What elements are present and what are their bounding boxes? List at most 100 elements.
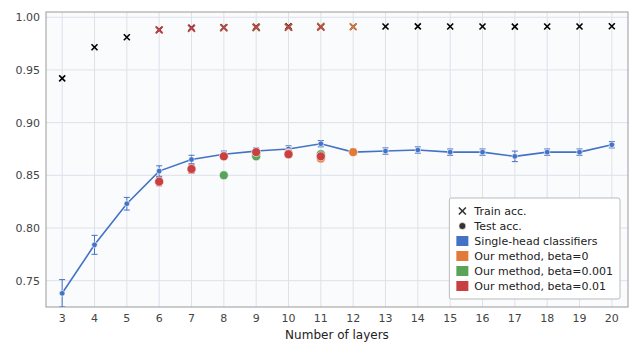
marker-stroke [480, 24, 486, 30]
error-bar [189, 155, 195, 163]
marker-stroke [317, 24, 324, 31]
marker-stroke [317, 24, 324, 31]
marker-stroke [512, 24, 518, 30]
error-bar [124, 197, 130, 210]
marker-stroke [459, 208, 466, 215]
legend-label: Test acc. [473, 220, 522, 233]
marks [59, 23, 615, 307]
error-bar [415, 147, 421, 153]
y-tick-label: 0.90 [16, 117, 41, 130]
marker-stroke [317, 23, 324, 30]
train-point [253, 24, 260, 31]
error-bar-cap [92, 235, 98, 236]
error-bar [383, 148, 389, 154]
x-grid-line [385, 12, 386, 307]
marker-stroke [253, 24, 260, 31]
train-point [383, 24, 389, 30]
error-bar-cap [512, 161, 518, 162]
test-point [284, 150, 293, 159]
error-bar [480, 149, 486, 155]
legend-label: Single-head classifiers [474, 235, 597, 248]
test-point [415, 147, 421, 153]
train-point [512, 24, 518, 30]
legend-marker [459, 223, 466, 230]
error-bar [447, 149, 453, 155]
marker-stroke [447, 24, 453, 30]
marker-stroke [480, 24, 486, 30]
marker-stroke [59, 75, 65, 81]
marker-stroke [59, 75, 65, 81]
marker-stroke [188, 25, 195, 32]
error-bar-cap [189, 163, 195, 164]
marker-stroke [220, 24, 227, 31]
x-tick-label: 17 [508, 312, 522, 325]
train-point [124, 34, 130, 40]
y-tick-label: 0.95 [16, 64, 41, 77]
series [59, 23, 615, 307]
train-point [609, 23, 615, 29]
marker-stroke [350, 23, 357, 30]
marker-stroke [609, 23, 615, 29]
error-bar-cap [59, 307, 65, 308]
legend-swatch [456, 251, 468, 261]
marker-stroke [350, 23, 357, 30]
error-bar-cap [512, 151, 518, 152]
test-point [92, 242, 98, 248]
error-bar [544, 149, 550, 155]
marker-stroke [156, 27, 162, 33]
x-grid-line [353, 12, 354, 307]
test-point [252, 148, 261, 157]
marker-stroke [285, 24, 292, 31]
error-bar [512, 151, 518, 162]
x-tick-label: 20 [605, 312, 619, 325]
test-point [219, 152, 228, 161]
plot-frame [46, 12, 628, 307]
test-point [59, 291, 65, 297]
marker-stroke [253, 24, 260, 31]
marker-stroke [350, 24, 356, 30]
marker-stroke [220, 24, 227, 31]
legend-label: Our method, beta=0.001 [474, 265, 613, 278]
marker-stroke [285, 24, 292, 31]
test-point [219, 171, 228, 180]
test-point [383, 148, 389, 154]
train-point [220, 24, 227, 31]
marker-stroke [383, 24, 389, 30]
train-point [220, 24, 227, 31]
error-bar-cap [59, 279, 65, 280]
marker-stroke [253, 24, 260, 31]
legend-label: Our method, beta=0 [474, 250, 588, 263]
series [252, 23, 358, 163]
x-tick-label: 19 [573, 312, 587, 325]
legend-label: Train acc. [473, 205, 526, 218]
series [219, 23, 325, 180]
marker-stroke [577, 24, 583, 30]
legend-marker [459, 208, 466, 215]
x-grid-line [126, 12, 127, 307]
error-bar [318, 141, 324, 147]
train-point [317, 24, 324, 31]
marker-stroke [156, 26, 163, 33]
x-tick-label: 15 [443, 312, 457, 325]
marker-stroke [285, 24, 292, 31]
grid [46, 12, 628, 307]
legend-swatch [456, 281, 468, 291]
train-point [317, 23, 324, 30]
marker-stroke [415, 23, 421, 29]
test-point [480, 149, 486, 155]
test-point [512, 154, 518, 160]
legend-swatch [456, 266, 468, 276]
marker-stroke [253, 24, 260, 31]
marker-stroke [188, 25, 195, 32]
x-grid-line [62, 12, 63, 307]
marker-stroke [220, 24, 227, 31]
test-point [187, 164, 196, 173]
test-point [544, 149, 550, 155]
test-point [349, 148, 358, 157]
train-point [285, 24, 292, 31]
error-bar-cap [156, 176, 162, 177]
legend-label: Our method, beta=0.01 [474, 280, 606, 293]
x-grid-line [417, 12, 418, 307]
marker-stroke [220, 24, 227, 31]
test-point [156, 168, 162, 174]
